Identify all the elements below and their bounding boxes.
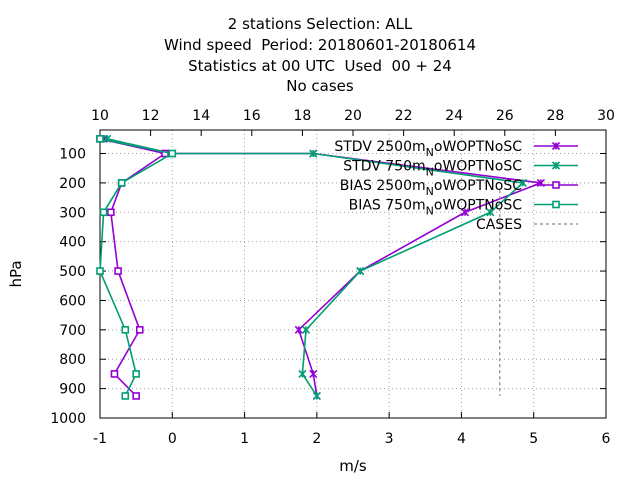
data-point: [114, 267, 122, 275]
x-tick-label: 1: [240, 431, 249, 447]
data-point: [110, 370, 119, 378]
series-line: [99, 138, 175, 397]
y-tick-label: 200: [59, 176, 86, 192]
legend-label: CASES: [476, 217, 522, 233]
data-point: [99, 208, 108, 217]
legend-label: STDV 750mNoWOPTNoSC: [343, 159, 522, 179]
y-tick-label: 900: [59, 382, 86, 398]
data-point: [96, 267, 104, 275]
data-point: [135, 326, 144, 334]
series-4: [96, 135, 177, 400]
x-tick-label: 0: [168, 431, 177, 447]
legend-label: BIAS 2500mNoWOPTNoSC: [340, 178, 523, 198]
x2-tick-label: 22: [395, 108, 413, 124]
x2-tick-label: 16: [243, 108, 261, 124]
data-point: [121, 392, 130, 400]
data-point: [121, 326, 130, 334]
x-tick-label: 5: [529, 431, 538, 447]
data-point: [552, 181, 560, 189]
y-axis-label: hPa: [7, 260, 25, 287]
x-axis-label: m/s: [339, 457, 367, 475]
y-tick-label: 300: [59, 205, 86, 221]
y-tick-label: 1000: [50, 411, 86, 427]
y-tick-label: 500: [59, 264, 86, 280]
y-tick-label: 700: [59, 323, 86, 339]
series-1: [99, 134, 546, 401]
data-point: [96, 135, 104, 143]
chart-title-line-1: 2 stations Selection: ALL: [227, 15, 413, 33]
x2-tick-label: 28: [546, 108, 564, 124]
legend-label: BIAS 750mNoWOPTNoSC: [349, 198, 523, 218]
y-tick-label: 100: [59, 147, 86, 163]
legend-label: STDV 2500mNoWOPTNoSC: [334, 139, 522, 159]
series-2: [103, 134, 527, 401]
x2-tick-label: 18: [293, 108, 311, 124]
data-point: [132, 370, 140, 378]
chart-title-line-3: Statistics at 00 UTC Used 00 + 24: [188, 57, 452, 75]
chart-title-line-4: No cases: [286, 77, 354, 95]
x-tick-label: 2: [312, 431, 321, 447]
data-point: [552, 200, 560, 209]
x-tick-label: 6: [602, 431, 611, 447]
x2-tick-label: 14: [192, 108, 210, 124]
data-point: [168, 149, 177, 158]
series-line: [99, 138, 168, 397]
y-tick-label: 400: [59, 235, 86, 251]
x-tick-label: 3: [385, 431, 394, 447]
data-point: [161, 149, 169, 158]
x2-tick-label: 30: [597, 108, 615, 124]
data-point: [132, 392, 140, 400]
x2-tick-label: 26: [496, 108, 514, 124]
y-tick-label: 800: [59, 352, 86, 368]
x2-tick-label: 12: [142, 108, 160, 124]
x2-tick-label: 24: [445, 108, 463, 124]
x2-tick-label: 10: [91, 108, 109, 124]
chart-title-line-2: Wind speed Period: 20180601-20180614: [163, 36, 477, 54]
x-tick-label: -1: [93, 431, 107, 447]
x2-tick-label: 20: [344, 108, 362, 124]
data-point: [117, 179, 126, 187]
y-tick-label: 600: [59, 293, 86, 309]
x-tick-label: 4: [457, 431, 466, 447]
data-point: [107, 208, 115, 217]
